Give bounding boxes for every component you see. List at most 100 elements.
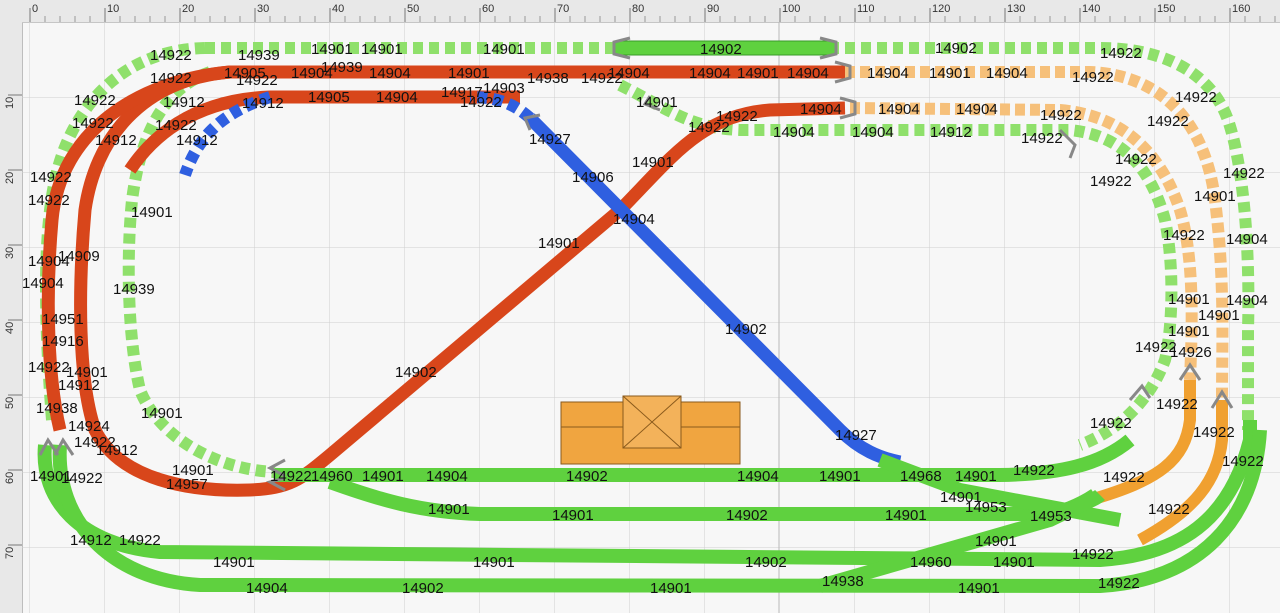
- track-label: 14922: [1148, 501, 1190, 518]
- buffer-stop-icon: [1058, 128, 1077, 159]
- ruler-label: 30: [4, 247, 16, 259]
- track-label: 14922: [28, 192, 70, 209]
- track-label: 14904: [852, 124, 894, 141]
- track-plan[interactable]: 14922 14939 14901 14901 14901 14902 1490…: [22, 22, 1280, 613]
- track-orange-dashed-outer[interactable]: [845, 66, 1229, 401]
- track-label: 14902: [700, 41, 742, 58]
- track-label: 14901: [361, 41, 403, 58]
- track-label: 14922: [72, 115, 114, 132]
- track-label: 14901: [929, 65, 971, 82]
- track-label: 14902: [726, 507, 768, 524]
- track-label: 14922: [74, 92, 116, 109]
- buffer-stop-icon: [265, 476, 286, 492]
- track-label: 14938: [822, 573, 864, 590]
- layout-canvas[interactable]: 14922 14939 14901 14901 14901 14902 1490…: [22, 22, 1280, 613]
- track-label: 14901: [737, 65, 779, 82]
- track-label: 14901: [30, 468, 72, 485]
- track-label: 14922: [1175, 89, 1217, 106]
- track-label: 14927: [529, 131, 571, 148]
- track-label: 14951: [42, 311, 84, 328]
- buffer-stops: [38, 36, 1234, 492]
- track-label: 14939: [113, 281, 155, 298]
- track-label: 14922: [1163, 227, 1205, 244]
- track-label: 14904: [426, 468, 468, 485]
- track-label: 14922: [1103, 469, 1145, 486]
- track-label: 14904: [1226, 292, 1268, 309]
- track-label: 14904: [800, 101, 842, 118]
- track-label: 14912: [58, 377, 100, 394]
- track-label: 14922: [155, 117, 197, 134]
- ruler-label: 140: [1082, 3, 1100, 15]
- track-label: 14901: [131, 204, 173, 221]
- track-orange-solid-2[interactable]: [1088, 380, 1196, 506]
- track-label: 14922: [581, 70, 623, 87]
- track-label: 14901: [428, 501, 470, 518]
- track-label: 14917: [441, 84, 483, 101]
- track-label: 14904: [291, 65, 333, 82]
- track-blue-dashed-left[interactable]: [179, 91, 272, 177]
- track-red-main[interactable]: [74, 65, 846, 497]
- track-dashed-outer[interactable]: [205, 42, 1255, 430]
- track-label: 14901: [552, 507, 594, 524]
- track-label: 14903: [483, 80, 525, 97]
- track-label: 14953: [965, 499, 1007, 516]
- track-label: 14902: [935, 40, 977, 57]
- track-label: 14924: [68, 418, 110, 435]
- track-label: 14922: [150, 70, 192, 87]
- track-label: 14901: [1168, 291, 1210, 308]
- track-orange-loop[interactable]: [845, 66, 1229, 546]
- track-label: 14922: [1040, 107, 1082, 124]
- track-label: 14922: [1222, 453, 1264, 470]
- ruler-label: 20: [182, 3, 194, 15]
- track-inner-green-loop[interactable]: [122, 66, 1178, 478]
- track-bottom-lines[interactable]: [37, 420, 1267, 594]
- ruler-label: 70: [4, 547, 16, 559]
- track-bottom-4[interactable]: [52, 429, 1267, 594]
- track-label: 14901: [885, 507, 927, 524]
- track-label: 14922: [1156, 396, 1198, 413]
- track-inner-dashed-left[interactable]: [122, 66, 276, 478]
- track-label: 14902: [725, 321, 767, 338]
- ruler-label: 60: [482, 3, 494, 15]
- track-label: 14922: [270, 468, 312, 485]
- track-label: 14922: [1090, 173, 1132, 190]
- track-label: 14901: [483, 41, 525, 58]
- track-bottom-3[interactable]: [37, 420, 1257, 568]
- track-label: 14922: [150, 47, 192, 64]
- track-label: 14904: [28, 253, 70, 270]
- buffer-stop-icon: [38, 437, 60, 456]
- track-bottom-crossover[interactable]: [818, 489, 1105, 593]
- track-label: 14922: [28, 359, 70, 376]
- track-red-outer-left[interactable]: [41, 65, 231, 432]
- track-blue-dashed-top[interactable]: [469, 91, 535, 123]
- track-label: 14922: [74, 434, 116, 451]
- track-label: 14922: [1013, 462, 1055, 479]
- station-building[interactable]: [560, 395, 741, 465]
- ruler-label: 50: [4, 397, 16, 409]
- track-label: 14901: [819, 468, 861, 485]
- track-label: 14922: [1098, 575, 1140, 592]
- track-label: 14922: [1135, 339, 1177, 356]
- buffer-stop-icon: [53, 437, 75, 456]
- ruler-label: 130: [1007, 3, 1025, 15]
- track-label: 14901: [538, 235, 580, 252]
- track-label: 14904: [956, 101, 998, 118]
- track-inner-dashed-right[interactable]: [617, 79, 1178, 451]
- track-red-inner-top[interactable]: [124, 90, 520, 174]
- track-orange-dashed-inner[interactable]: [849, 102, 1198, 381]
- track-orange-solid-1[interactable]: [1137, 400, 1228, 546]
- track-label: 14922: [1090, 415, 1132, 432]
- track-label: 14922: [30, 169, 72, 186]
- track-label: 14912: [96, 442, 138, 459]
- track-label: 14901: [141, 405, 183, 422]
- track-label: 14953: [1030, 508, 1072, 525]
- track-bottom-1[interactable]: [275, 434, 1135, 482]
- track-label: 14960: [910, 554, 952, 571]
- buffer-stop-icon: [642, 95, 661, 112]
- track-label: 14901: [940, 489, 982, 506]
- ruler-label: 10: [4, 97, 16, 109]
- track-label: 14901: [955, 468, 997, 485]
- track-label: 14904: [369, 65, 411, 82]
- track-red-loop[interactable]: [41, 65, 846, 497]
